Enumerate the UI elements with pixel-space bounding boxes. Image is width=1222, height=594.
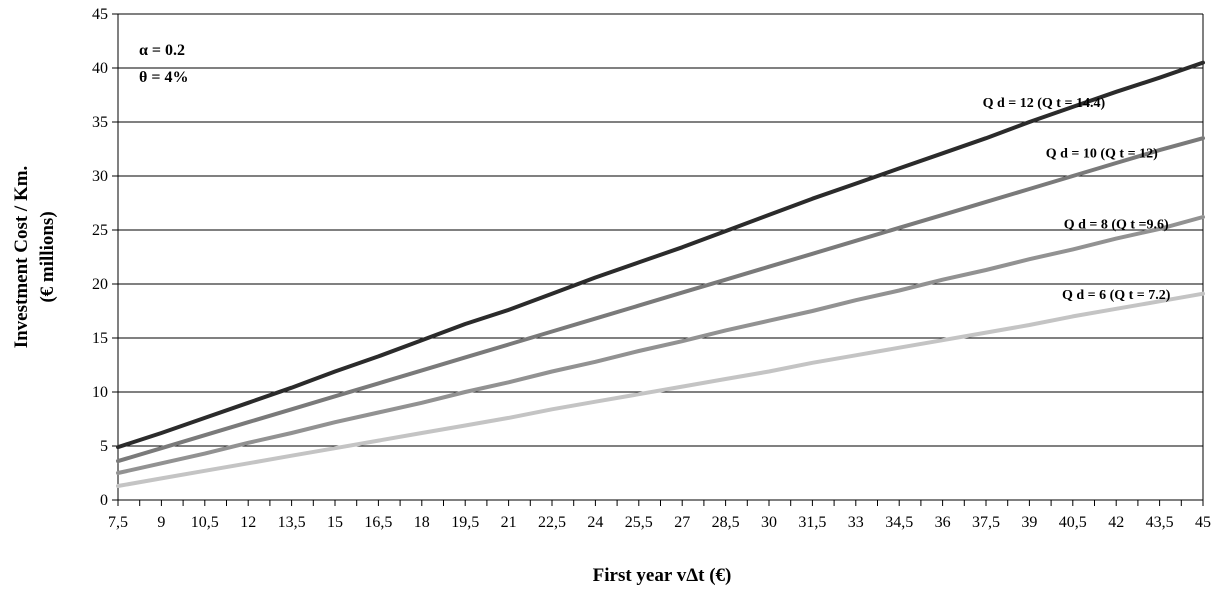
- annotation-theta: θ = 4%: [139, 69, 188, 86]
- x-tick-label: 18: [414, 514, 430, 531]
- y-tick-label: 40: [92, 60, 108, 77]
- y-tick-label: 5: [100, 438, 108, 455]
- y-tick-label: 15: [92, 330, 108, 347]
- y-tick-label: 35: [92, 114, 108, 131]
- x-tick-label: 39: [1021, 514, 1037, 531]
- x-tick-label: 30: [761, 514, 777, 531]
- x-tick-label: 45: [1195, 514, 1211, 531]
- y-tick-label: 10: [92, 384, 108, 401]
- x-tick-label: 10,5: [191, 514, 219, 531]
- y-tick-label: 0: [100, 492, 108, 509]
- x-tick-labels: 7,5 9 10,5 12 13,5 15 16,5 18 19,5 21 22,5 24 25,5 27…: [108, 514, 1211, 531]
- x-tick-label: 43,5: [1146, 514, 1174, 531]
- x-tick-label: 15: [327, 514, 343, 531]
- gridlines: [118, 13, 1203, 447]
- y-tick-label: 20: [92, 276, 108, 293]
- x-tick-label: 7,5: [108, 514, 128, 531]
- x-tick-label: 40,5: [1059, 514, 1087, 531]
- series-line-1: [116, 136, 1205, 464]
- x-tick-label: 33: [848, 514, 864, 531]
- x-tick-label: 24: [587, 514, 603, 531]
- y-axis-title-line-2: (€ millions): [37, 211, 58, 302]
- y-tick-labels: 0 5 10 15 20 25 30 35 40 45: [92, 6, 108, 509]
- series-labels: Q d = 12 (Q t = 14.4) Q d = 10 (Q t = 12)…: [983, 96, 1171, 303]
- series-line-2: [116, 215, 1205, 475]
- x-tick-label: 12: [240, 514, 256, 531]
- x-tick-label: 13,5: [278, 514, 306, 531]
- series-line-3: [116, 291, 1205, 488]
- y-tick-label: 45: [92, 6, 108, 23]
- series-label-3: Q d = 6 (Q t = 7.2): [1062, 288, 1171, 303]
- series-line-0: [116, 60, 1205, 450]
- axes: [112, 13, 1204, 506]
- y-tick-label: 25: [92, 222, 108, 239]
- series-label-1: Q d = 10 (Q t = 12): [1046, 146, 1158, 161]
- x-tick-label: 34,5: [885, 514, 913, 531]
- x-tick-label: 22,5: [538, 514, 566, 531]
- series-lines: [116, 60, 1205, 488]
- x-tick-label: 31,5: [798, 514, 826, 531]
- x-tick-label: 25,5: [625, 514, 653, 531]
- x-tick-label: 21: [501, 514, 517, 531]
- x-tick-label: 16,5: [364, 514, 392, 531]
- x-tick-label: 42: [1108, 514, 1124, 531]
- series-label-2: Q d = 8 (Q t =9.6): [1064, 218, 1169, 233]
- y-axis-title-line-1: Investment Cost / Km.: [11, 166, 32, 349]
- series-label-0: Q d = 12 (Q t = 14.4): [983, 96, 1106, 111]
- x-tick-label: 28,5: [712, 514, 740, 531]
- x-tick-label: 36: [935, 514, 951, 531]
- x-tick-label: 19,5: [451, 514, 479, 531]
- annotation-alpha: α = 0.2: [139, 42, 185, 59]
- x-axis-title: First year vΔt (€): [593, 565, 732, 586]
- x-tick-label: 27: [674, 514, 690, 531]
- y-tick-label: 30: [92, 168, 108, 185]
- x-tick-label: 9: [157, 514, 165, 531]
- x-tick-label: 37,5: [972, 514, 1000, 531]
